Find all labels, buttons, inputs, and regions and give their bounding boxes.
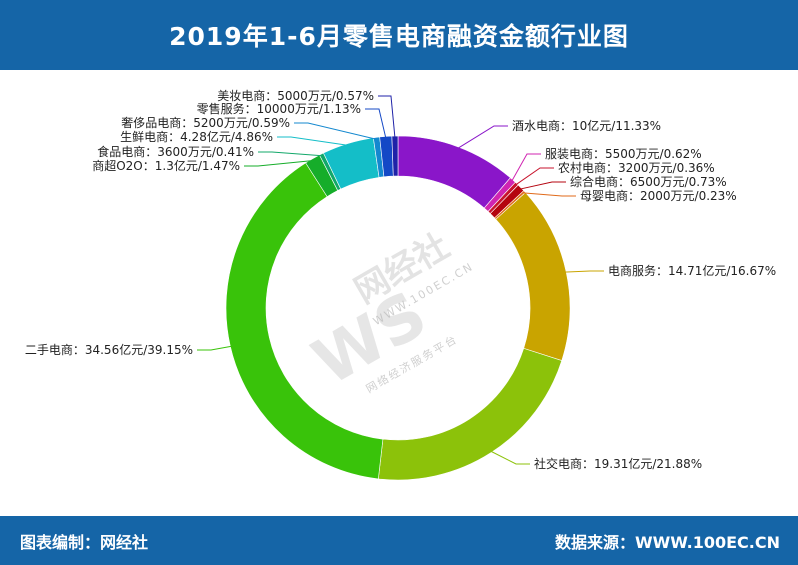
leader-line-8 xyxy=(197,345,233,351)
slice-label-1: 酒水电商：10亿元/11.33% xyxy=(512,118,661,133)
leader-line-3 xyxy=(515,167,554,186)
leader-line-4 xyxy=(519,181,566,190)
leader-line-6 xyxy=(564,270,604,273)
slice-6 xyxy=(495,192,571,361)
leader-line-9 xyxy=(244,160,314,167)
leader-line-5 xyxy=(523,192,576,197)
slice-label-11: 生鲜电商：4.28亿元/4.86% xyxy=(120,129,273,144)
leader-line-2 xyxy=(511,153,541,182)
leader-lines xyxy=(197,95,604,465)
leader-line-1 xyxy=(456,125,508,150)
data-labels: 酒水电商：10亿元/11.33% 服装电商：5500万元/0.62%农村电商：32… xyxy=(25,88,776,471)
leader-line-11 xyxy=(277,136,349,146)
slices xyxy=(225,135,571,481)
slice-label-2: 服装电商：5500万元/0.62% xyxy=(545,146,702,161)
slice-label-13: 零售服务：10000万元/1.13% xyxy=(197,101,361,116)
slice-label-14: 美妆电商：5000万元/0.57% xyxy=(217,88,374,103)
slice-label-12: 奢侈品电商：5200万元/0.59% xyxy=(121,115,290,130)
title-bar: 2019年1-6月零售电商融资金额行业图 xyxy=(0,0,798,70)
slice-14 xyxy=(391,135,399,177)
slice-label-4: 综合电商：6500万元/0.73% xyxy=(570,174,727,189)
slice-label-7: 社交电商：19.31亿元/21.88% xyxy=(534,456,702,471)
leader-line-13 xyxy=(365,108,387,139)
watermark: WS 网经社 WWW.100EC.CN 网络经济服务平台 xyxy=(301,226,476,400)
leader-line-14 xyxy=(378,95,396,139)
slice-label-5: 母婴电商：2000万元/0.23% xyxy=(580,188,737,203)
slice-label-3: 农村电商：3200万元/0.36% xyxy=(558,160,715,175)
slice-label-8: 二手电商：34.56亿元/39.15% xyxy=(25,342,193,357)
leader-line-7 xyxy=(489,450,530,465)
footer-bar: 图表编制：网经社 数据来源：WWW.100EC.CN xyxy=(0,516,798,565)
leader-line-10 xyxy=(258,151,323,157)
slice-label-6: 电商服务：14.71亿元/16.67% xyxy=(608,263,776,278)
chart-title: 2019年1-6月零售电商融资金额行业图 xyxy=(169,22,629,51)
footer-credit: 图表编制：网经社 xyxy=(20,533,149,552)
slice-8 xyxy=(225,162,384,480)
leader-line-12 xyxy=(294,122,377,140)
slice-label-10: 食品电商：3600万元/0.41% xyxy=(97,144,254,159)
footer-source: 数据来源：WWW.100EC.CN xyxy=(554,533,780,552)
slice-label-9: 商超O2O：1.3亿元/1.47% xyxy=(92,158,240,173)
